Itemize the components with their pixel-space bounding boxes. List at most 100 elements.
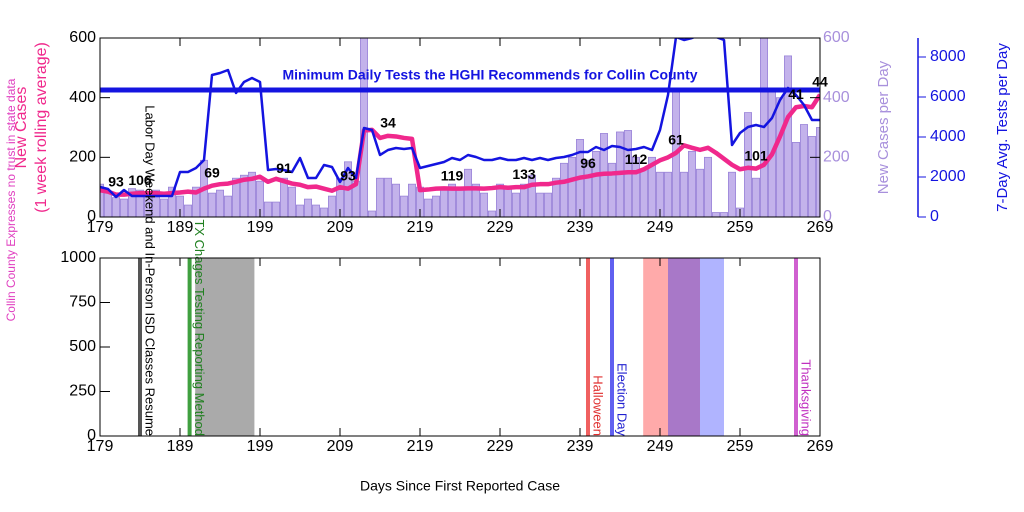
- x-tick-label: 269: [807, 219, 834, 236]
- x-tick-label: 249: [647, 438, 674, 455]
- y-tick-label: 0: [87, 427, 96, 444]
- annotation: 93: [108, 173, 124, 189]
- plot-area: [100, 38, 820, 217]
- bar: [776, 97, 785, 217]
- bar: [536, 192, 545, 217]
- x-tick-label: 209: [327, 219, 354, 236]
- bar: [487, 210, 496, 217]
- bar: [431, 195, 440, 217]
- x-tick-label: 229: [487, 219, 514, 236]
- y-tick-label: 750: [69, 294, 96, 311]
- x-axis-label: Days Since First Reported Case: [360, 478, 560, 494]
- bar: [120, 198, 129, 217]
- annotation: 119: [441, 167, 464, 183]
- bar: [463, 168, 472, 217]
- reference-label: Minimum Daily Tests the HGHI Recommends …: [282, 67, 697, 83]
- bar: [696, 168, 705, 217]
- span: [643, 258, 668, 436]
- x-tick-label: 269: [807, 438, 834, 455]
- bar: [239, 174, 248, 217]
- y-axis-label: (1 week rolling average): [33, 42, 50, 213]
- y2-tick-label: 400: [823, 89, 850, 106]
- bar: [560, 162, 569, 217]
- bar: [303, 198, 312, 217]
- bar: [520, 183, 529, 217]
- x-tick-label: 229: [487, 438, 514, 455]
- annotation: 106: [128, 172, 152, 188]
- bar: [215, 189, 224, 217]
- y-tick-label: 600: [69, 29, 96, 46]
- bar: [479, 192, 488, 217]
- bar: [471, 183, 480, 217]
- y-axis-label: Collin County Expresses no trust in stat…: [4, 78, 18, 321]
- bar: [159, 198, 168, 217]
- span: [195, 258, 255, 436]
- bar: [447, 183, 456, 217]
- bar: [720, 212, 729, 217]
- bar: [688, 150, 697, 217]
- event-label: TX Chages Testing Reporting Method: [192, 219, 207, 436]
- y-tick-label: 500: [69, 338, 96, 355]
- bar: [584, 159, 593, 217]
- bar: [407, 183, 416, 217]
- bar: [680, 171, 689, 217]
- bar: [592, 150, 601, 217]
- x-tick-label: 199: [247, 438, 274, 455]
- bar: [367, 210, 376, 217]
- annotation: 112: [625, 151, 648, 167]
- annotation: 101: [744, 147, 768, 163]
- span: [700, 258, 724, 436]
- bar: [287, 186, 296, 217]
- bar: [391, 183, 400, 217]
- annotation: 93: [340, 167, 356, 183]
- x-tick-label: 239: [567, 219, 594, 236]
- x-tick-label: 199: [247, 219, 274, 236]
- bar: [784, 55, 793, 217]
- y-tick-label: 0: [87, 208, 96, 225]
- bar: [512, 192, 521, 217]
- bar: [816, 127, 820, 217]
- annotation: 91: [276, 160, 292, 176]
- annotation: 133: [512, 166, 536, 182]
- bar: [183, 204, 192, 217]
- y-tick-label: 1000: [60, 249, 96, 266]
- bar: [744, 112, 753, 217]
- bar: [760, 38, 769, 217]
- event-label: Halloween: [591, 375, 606, 436]
- event-label: Election Day: [615, 363, 630, 436]
- y3-tick-label: 8000: [930, 48, 966, 65]
- bar: [568, 156, 577, 217]
- bar: [495, 183, 504, 217]
- bar: [752, 177, 761, 217]
- y-tick-label: 200: [69, 149, 96, 166]
- line: [100, 93, 820, 197]
- span: [668, 258, 700, 436]
- bar: [191, 186, 200, 217]
- y-axis-label: New Cases: [13, 87, 30, 169]
- y2-axis-label: New Cases per Day: [875, 60, 892, 194]
- frame: [99, 37, 821, 218]
- bar: [792, 142, 801, 217]
- y3-tick-label: 4000: [930, 128, 966, 145]
- y3-tick-label: 6000: [930, 88, 966, 105]
- bar: [704, 156, 713, 217]
- annotation: 41: [788, 86, 804, 102]
- bar: [608, 162, 617, 217]
- y-tick-label: 400: [69, 89, 96, 106]
- bar: [664, 171, 673, 217]
- annotation: 69: [204, 164, 220, 180]
- x-tick-label: 209: [327, 438, 354, 455]
- event-label: Thanksgiving: [799, 359, 814, 436]
- bar: [375, 177, 384, 217]
- x-tick-label: 179: [87, 219, 114, 236]
- x-tick-label: 239: [567, 438, 594, 455]
- x-tick-label: 189: [167, 438, 194, 455]
- bar: [295, 204, 304, 217]
- y2-tick-label: 600: [823, 29, 850, 46]
- bar: [207, 192, 216, 217]
- bar: [311, 204, 320, 217]
- y3-tick-label: 2000: [930, 168, 966, 185]
- y3-tick-label: 0: [930, 208, 939, 225]
- x-tick-label: 259: [727, 219, 754, 236]
